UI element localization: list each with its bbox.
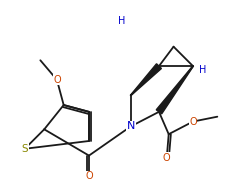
Text: S: S bbox=[21, 144, 28, 154]
Text: N: N bbox=[127, 121, 135, 131]
Text: O: O bbox=[53, 75, 61, 85]
Text: O: O bbox=[163, 153, 170, 163]
Text: H: H bbox=[118, 16, 126, 26]
Polygon shape bbox=[131, 64, 161, 96]
Polygon shape bbox=[156, 66, 193, 114]
Text: O: O bbox=[189, 117, 197, 127]
Text: H: H bbox=[199, 65, 206, 75]
Text: O: O bbox=[85, 171, 93, 181]
